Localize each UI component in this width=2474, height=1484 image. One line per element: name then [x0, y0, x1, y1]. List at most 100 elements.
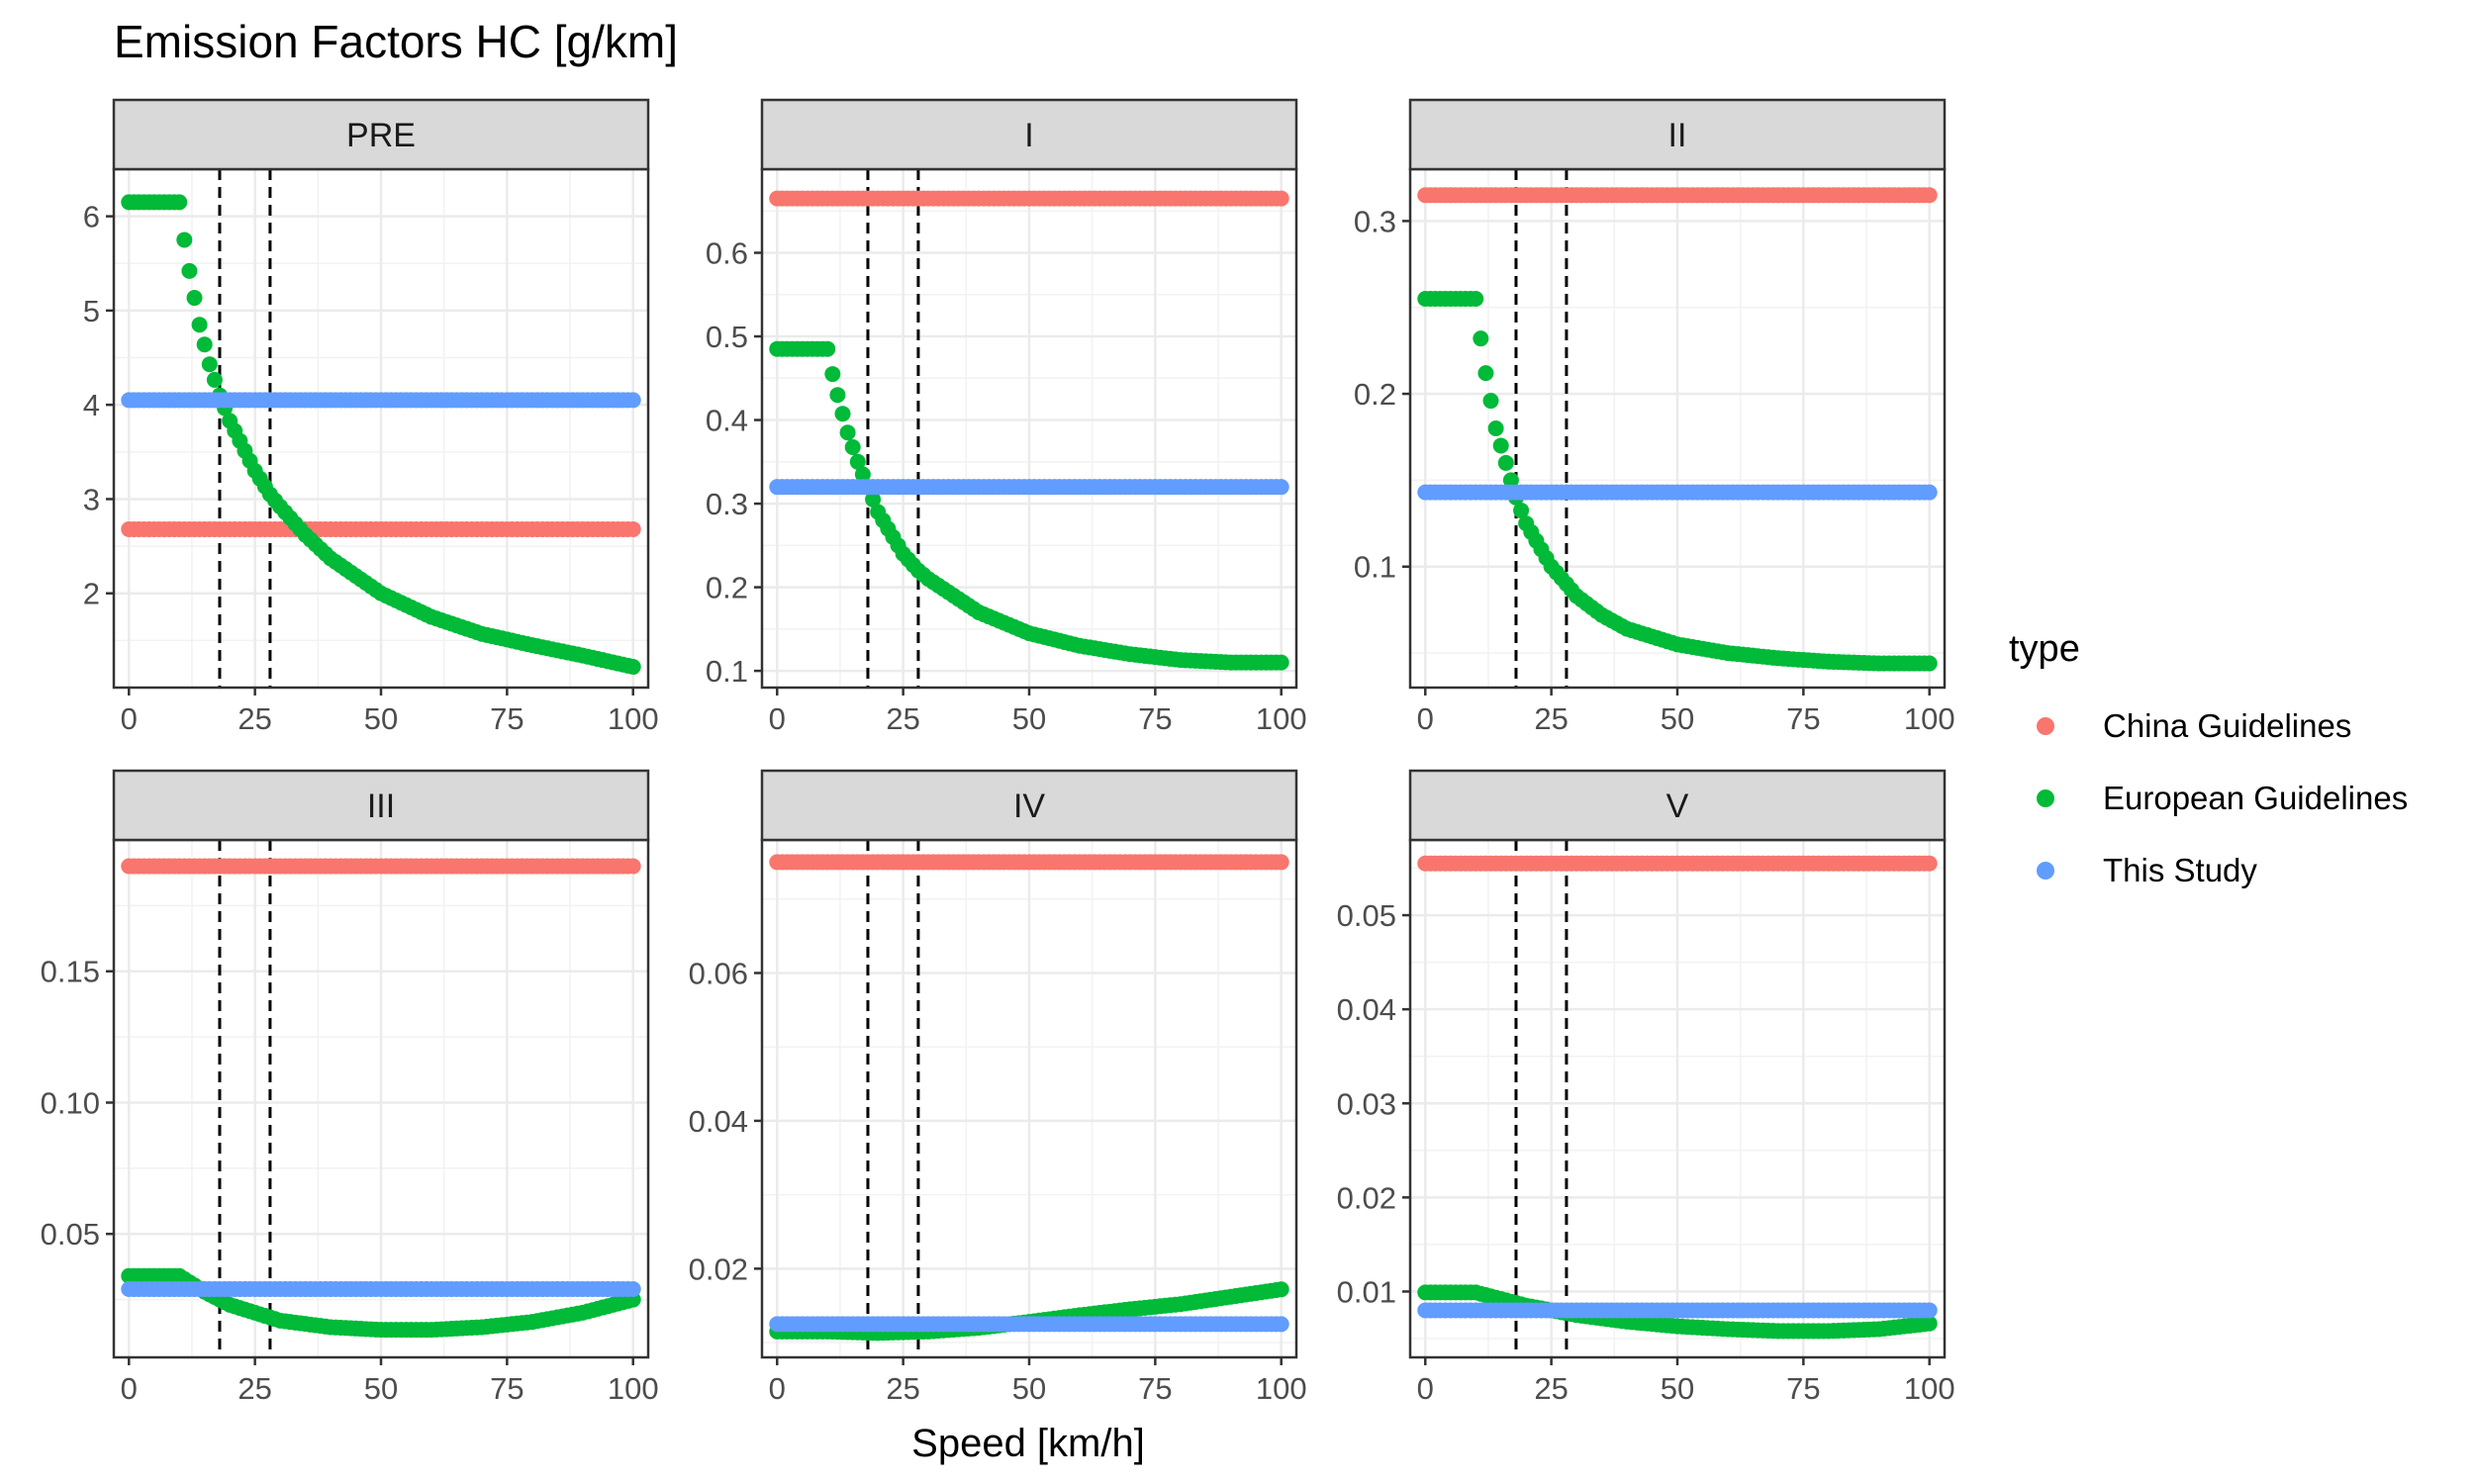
x-tick-label: 0 [769, 701, 786, 736]
legend-title: type [2009, 628, 2080, 670]
facet-strip [1408, 769, 1947, 842]
data-point [1921, 655, 1938, 672]
x-tick-label: 75 [1786, 1371, 1820, 1406]
legend-key [2037, 862, 2054, 880]
series-european-guidelines [121, 194, 641, 676]
data-point [201, 356, 218, 373]
series-european-guidelines [769, 340, 1289, 671]
x-tick-label: 25 [1534, 1371, 1568, 1406]
y-tick-label: 0.2 [1354, 377, 1396, 412]
series-china-guidelines [1417, 187, 1938, 204]
data-point [834, 406, 851, 422]
x-tick-label: 50 [1012, 1371, 1046, 1406]
data-point [1492, 437, 1509, 454]
series-european-guidelines [1417, 291, 1938, 672]
y-tick-label: 0.10 [41, 1085, 100, 1120]
data-point [1477, 365, 1494, 382]
series-china-guidelines [121, 858, 641, 875]
data-point [1921, 855, 1938, 872]
data-point [181, 262, 198, 279]
x-tick-label: 100 [1256, 701, 1307, 736]
y-tick-label: 0.4 [706, 404, 748, 438]
x-tick-label: 25 [886, 701, 919, 736]
data-point [1273, 479, 1289, 496]
x-tick-label: 50 [364, 1371, 398, 1406]
data-point [624, 392, 641, 409]
x-tick-label: 25 [238, 701, 271, 736]
chart-title: Emission Factors HC [g/km] [114, 16, 678, 67]
facet-strip [760, 769, 1298, 842]
series-china-guidelines [1417, 855, 1938, 872]
x-tick-label: 75 [490, 701, 523, 736]
y-tick-label: 0.5 [706, 320, 748, 354]
facet-panel-iii: III 0 25 50 75 100 0.05 0.10 0.15 [41, 769, 659, 1406]
facet-strip-label: PRE [346, 117, 416, 154]
y-tick-label: 0.1 [706, 654, 748, 689]
y-tick-label: 0.05 [1337, 898, 1396, 933]
x-tick-label: 50 [1012, 701, 1046, 736]
data-point [196, 336, 213, 353]
legend-key [2037, 789, 2054, 807]
x-tick-label: 75 [1786, 701, 1820, 736]
x-tick-label: 25 [1534, 701, 1568, 736]
series-this-study [1417, 484, 1938, 501]
data-point [839, 424, 856, 441]
data-point [819, 340, 836, 357]
series-this-study [769, 479, 1289, 496]
y-tick-label: 0.1 [1354, 550, 1396, 585]
data-point [171, 194, 188, 211]
facet-panel-v: V 0 25 50 75 100 0.01 0.02 0.03 0.04 0.05 [1337, 769, 1955, 1406]
data-point [824, 366, 841, 383]
data-point [624, 659, 641, 676]
facet-strip-label: II [1668, 117, 1687, 154]
x-tick-label: 0 [1417, 1371, 1434, 1406]
y-tick-label: 0.3 [706, 487, 748, 521]
legend: type China Guidelines European Guidelines… [2009, 628, 2408, 888]
x-tick-label: 25 [886, 1371, 919, 1406]
data-point [1273, 654, 1289, 671]
facet-strip [112, 769, 650, 842]
y-tick-label: 5 [83, 294, 100, 328]
data-point [1273, 1281, 1289, 1298]
facet-panel-ii: II 0 25 50 75 100 0.1 0.2 0.3 [1354, 98, 1955, 736]
series-this-study [769, 1316, 1289, 1333]
facet-strip [1408, 98, 1947, 171]
data-point [176, 232, 193, 248]
facet-strip-label: III [367, 788, 395, 825]
legend-label: China Guidelines [2103, 707, 2351, 744]
data-point [1513, 502, 1530, 518]
data-point [1482, 393, 1499, 410]
data-point [1921, 484, 1938, 501]
x-tick-label: 75 [1138, 1371, 1172, 1406]
y-tick-label: 0.03 [1337, 1086, 1396, 1121]
y-tick-label: 6 [83, 200, 100, 234]
data-point [624, 858, 641, 875]
data-point [624, 520, 641, 537]
facet-strip-label: V [1666, 788, 1689, 825]
x-tick-label: 100 [1904, 701, 1955, 736]
x-tick-label: 75 [1138, 701, 1172, 736]
data-point [1921, 1315, 1938, 1332]
legend-items: China Guidelines European Guidelines This … [2037, 707, 2408, 888]
x-tick-label: 50 [364, 701, 398, 736]
y-tick-label: 0.05 [41, 1217, 100, 1252]
data-point [1497, 454, 1514, 471]
data-point [1502, 472, 1519, 489]
x-tick-label: 0 [1417, 701, 1434, 736]
y-tick-label: 0.6 [706, 236, 748, 271]
data-point [1273, 190, 1289, 207]
facet-strip [760, 98, 1298, 171]
legend-label: European Guidelines [2103, 780, 2408, 816]
facet-panels: PRE 0 25 50 75 100 2 3 4 5 6 I 0 25 50 75 100 0.1 0.2 0.3 0.… [41, 98, 1955, 1406]
legend-item-china-guidelines: China Guidelines [2037, 707, 2351, 744]
y-tick-label: 3 [83, 482, 100, 516]
x-tick-label: 0 [121, 701, 138, 736]
data-point [849, 453, 866, 470]
legend-key [2037, 717, 2054, 735]
data-point [1487, 420, 1504, 436]
data-point [1273, 854, 1289, 871]
series-this-study [121, 392, 641, 409]
y-tick-label: 0.15 [41, 955, 100, 989]
x-tick-label: 25 [238, 1371, 271, 1406]
x-axis-label: Speed [km/h] [911, 1422, 1145, 1465]
